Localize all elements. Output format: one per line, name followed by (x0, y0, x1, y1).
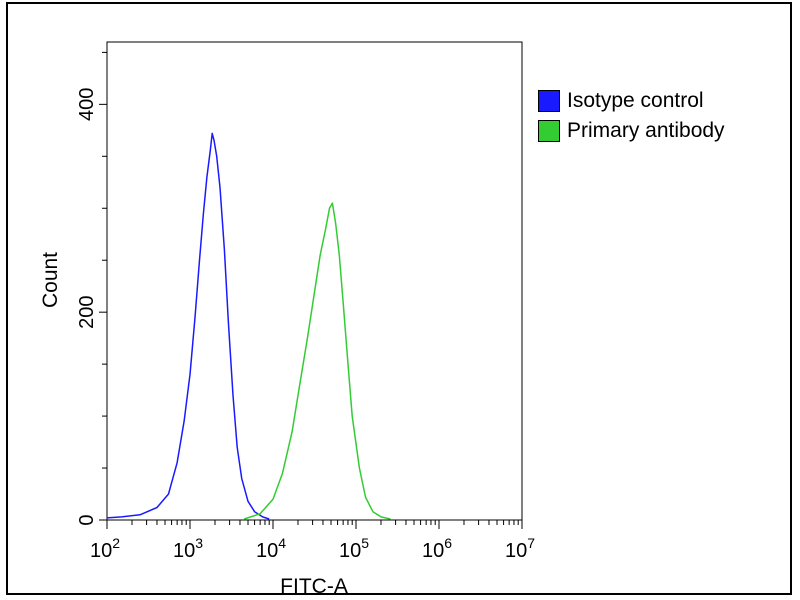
x-tick-label: 107 (505, 535, 535, 562)
chart-frame (6, 2, 792, 595)
series-line-primary-antibody (243, 202, 391, 520)
legend: Isotype control Primary antibody (538, 86, 725, 146)
plot-area (106, 41, 523, 521)
x-tick-label: 102 (90, 535, 120, 562)
legend-label-primary: Primary antibody (567, 119, 725, 142)
y-tick-label: 0 (76, 514, 98, 525)
axes: 102 103 104 105 106 107 0 200 400 (76, 41, 535, 562)
x-tick-label: 105 (339, 535, 369, 562)
x-tick-label: 106 (422, 535, 452, 562)
y-axis-label: Count (39, 252, 62, 308)
x-tick-label: 103 (173, 535, 203, 562)
y-tick-label: 200 (76, 295, 98, 328)
x-axis-label: FITC-A (280, 575, 348, 598)
legend-item-primary: Primary antibody (538, 116, 725, 146)
series-layer (106, 132, 391, 520)
legend-label-isotype: Isotype control (567, 89, 704, 112)
legend-item-isotype: Isotype control (538, 86, 725, 116)
legend-swatch-isotype (538, 90, 560, 112)
x-tick-label: 104 (256, 535, 286, 562)
legend-swatch-primary (538, 120, 560, 142)
series-line-isotype-control (106, 132, 270, 520)
y-tick-label: 400 (76, 88, 98, 121)
